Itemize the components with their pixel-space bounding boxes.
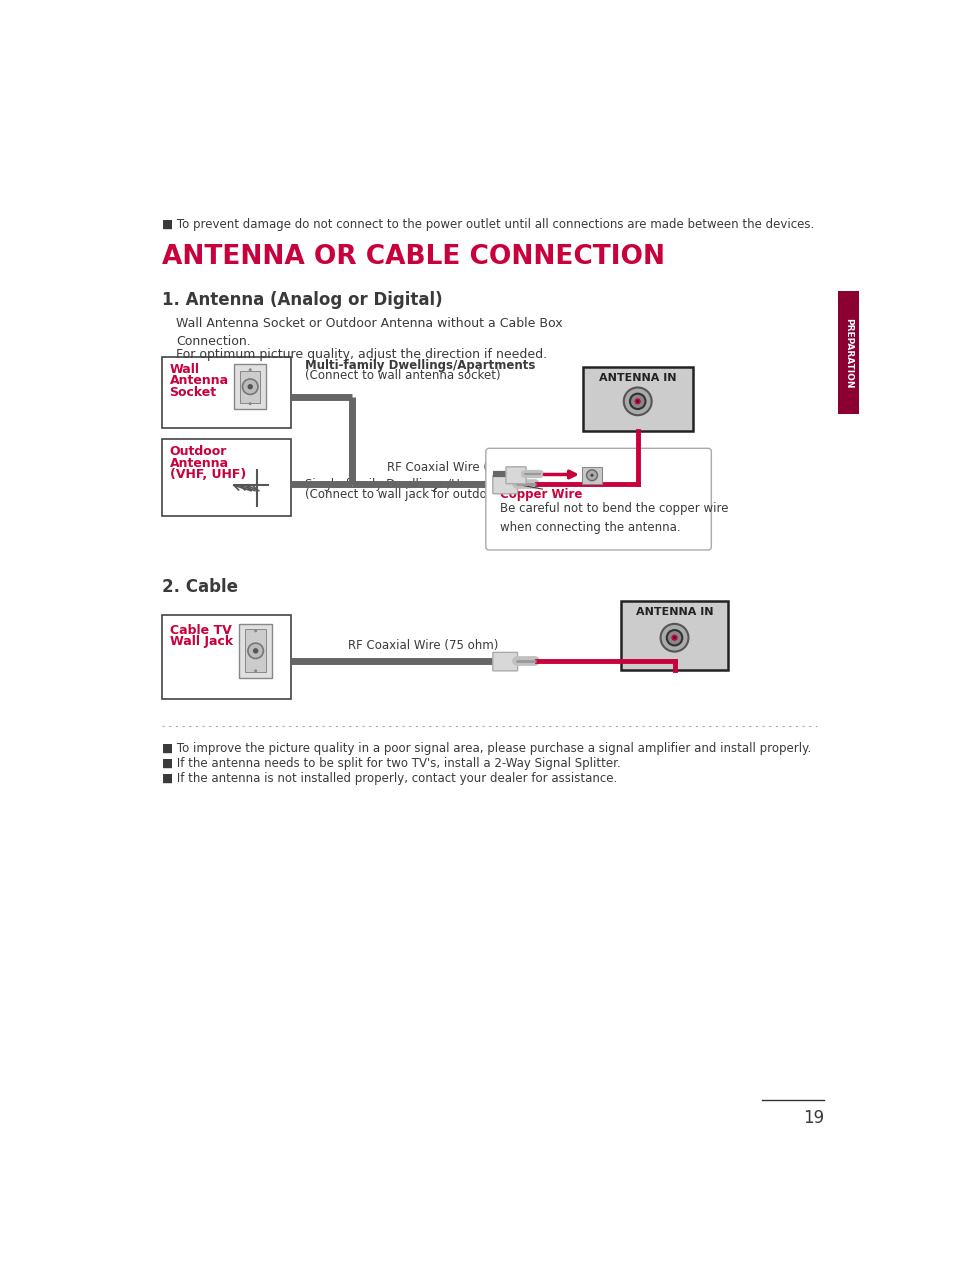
Text: ■ If the antenna is not installed properly, contact your dealer for assistance.: ■ If the antenna is not installed proper… bbox=[162, 772, 617, 785]
FancyBboxPatch shape bbox=[162, 614, 291, 700]
Text: ANTENNA OR CABLE CONNECTION: ANTENNA OR CABLE CONNECTION bbox=[162, 243, 664, 270]
Text: 19: 19 bbox=[802, 1109, 823, 1127]
Text: Antenna: Antenna bbox=[170, 457, 229, 469]
Text: 1. Antenna (Analog or Digital): 1. Antenna (Analog or Digital) bbox=[162, 291, 442, 309]
Circle shape bbox=[666, 630, 681, 645]
Text: (Connect to wall jack for outdoor antenna): (Connect to wall jack for outdoor antenn… bbox=[305, 487, 556, 501]
Circle shape bbox=[623, 388, 651, 415]
Text: ANTENNA IN: ANTENNA IN bbox=[635, 607, 713, 617]
Circle shape bbox=[253, 630, 257, 632]
Text: Socket: Socket bbox=[170, 385, 216, 399]
Text: RF Coaxial Wire (75 ohm): RF Coaxial Wire (75 ohm) bbox=[348, 639, 497, 651]
FancyBboxPatch shape bbox=[162, 356, 291, 429]
Circle shape bbox=[249, 402, 252, 406]
FancyBboxPatch shape bbox=[245, 630, 266, 673]
Circle shape bbox=[253, 649, 258, 654]
FancyBboxPatch shape bbox=[493, 653, 517, 670]
FancyBboxPatch shape bbox=[582, 366, 692, 431]
FancyBboxPatch shape bbox=[240, 370, 260, 403]
Text: Wall Antenna Socket or Outdoor Antenna without a Cable Box
Connection.: Wall Antenna Socket or Outdoor Antenna w… bbox=[175, 317, 562, 347]
FancyBboxPatch shape bbox=[620, 600, 727, 670]
FancyBboxPatch shape bbox=[162, 439, 291, 516]
FancyBboxPatch shape bbox=[838, 291, 858, 415]
Text: Wall: Wall bbox=[170, 363, 199, 375]
Circle shape bbox=[659, 623, 688, 651]
Circle shape bbox=[247, 384, 253, 389]
Text: ■ To improve the picture quality in a poor signal area, please purchase a signal: ■ To improve the picture quality in a po… bbox=[162, 743, 810, 756]
Circle shape bbox=[249, 368, 252, 371]
Circle shape bbox=[248, 644, 263, 659]
Text: ■ To prevent damage do not connect to the power outlet until all connections are: ■ To prevent damage do not connect to th… bbox=[162, 218, 813, 232]
FancyBboxPatch shape bbox=[233, 364, 266, 410]
Circle shape bbox=[253, 669, 257, 673]
Circle shape bbox=[673, 636, 675, 639]
Text: Outdoor: Outdoor bbox=[170, 445, 227, 458]
Circle shape bbox=[242, 379, 257, 394]
Text: Wall Jack: Wall Jack bbox=[170, 636, 233, 649]
Text: Multi-family Dwellings/Apartments: Multi-family Dwellings/Apartments bbox=[305, 359, 535, 371]
Text: 2. Cable: 2. Cable bbox=[162, 577, 237, 595]
Text: (VHF, UHF): (VHF, UHF) bbox=[170, 468, 246, 481]
Text: (Connect to wall antenna socket): (Connect to wall antenna socket) bbox=[305, 369, 500, 382]
Circle shape bbox=[634, 398, 640, 404]
Circle shape bbox=[586, 469, 597, 481]
Text: ■ If the antenna needs to be split for two TV's, install a 2-Way Signal Splitter: ■ If the antenna needs to be split for t… bbox=[162, 757, 620, 770]
Text: Copper Wire: Copper Wire bbox=[499, 488, 581, 501]
Circle shape bbox=[629, 393, 645, 410]
FancyBboxPatch shape bbox=[581, 467, 601, 483]
Circle shape bbox=[671, 635, 677, 641]
Text: PREPARATION: PREPARATION bbox=[843, 318, 852, 388]
FancyBboxPatch shape bbox=[505, 467, 525, 483]
Circle shape bbox=[590, 473, 593, 477]
Text: RF Coaxial Wire (75 ohm): RF Coaxial Wire (75 ohm) bbox=[386, 462, 537, 474]
Text: Single-family Dwellings /Houses: Single-family Dwellings /Houses bbox=[305, 477, 494, 491]
FancyBboxPatch shape bbox=[485, 448, 711, 550]
Text: ANTENNA IN: ANTENNA IN bbox=[598, 373, 676, 383]
FancyBboxPatch shape bbox=[493, 476, 517, 494]
FancyBboxPatch shape bbox=[239, 623, 272, 678]
Text: For optimum picture quality, adjust the direction if needed.: For optimum picture quality, adjust the … bbox=[175, 349, 546, 361]
Text: Be careful not to bend the copper wire
when connecting the antenna.: Be careful not to bend the copper wire w… bbox=[499, 502, 727, 534]
Circle shape bbox=[636, 401, 639, 402]
Text: Cable TV: Cable TV bbox=[170, 623, 232, 637]
Text: Antenna: Antenna bbox=[170, 374, 229, 388]
